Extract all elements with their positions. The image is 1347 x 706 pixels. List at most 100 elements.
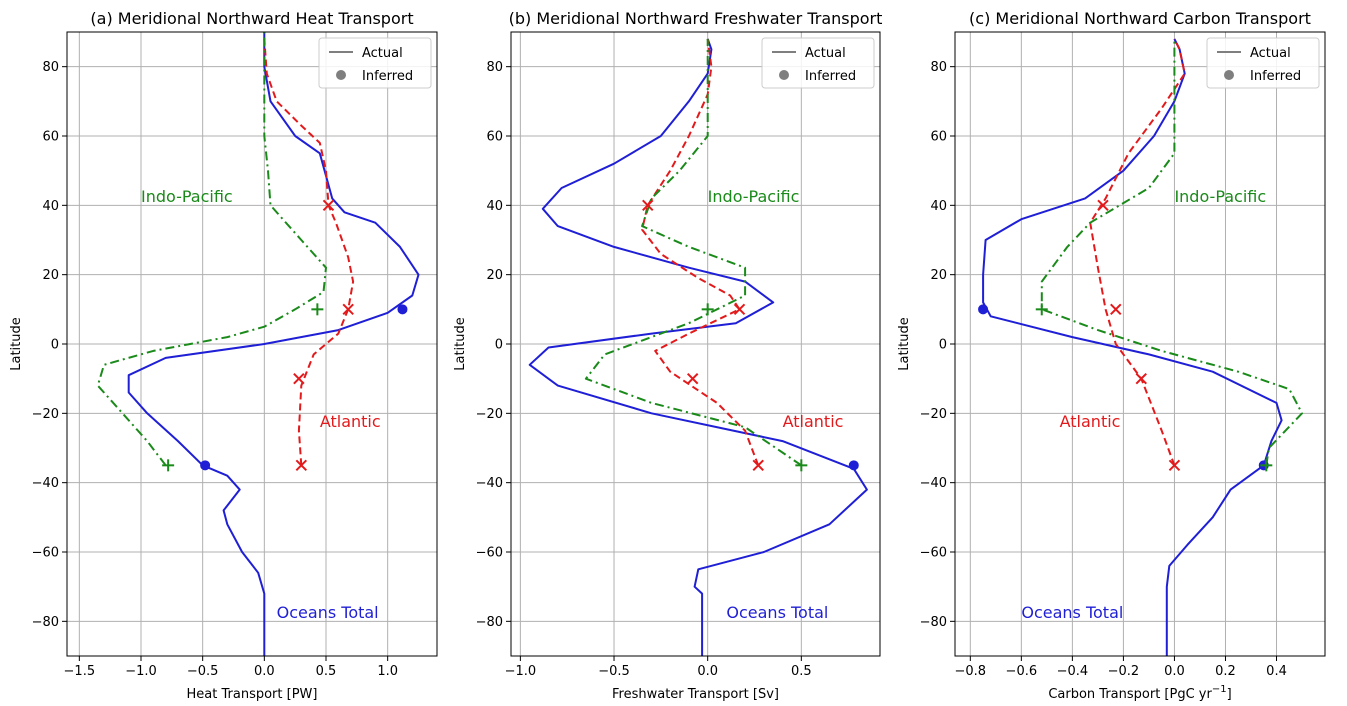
annotation-indo-pacific: Indo-Pacific	[1174, 187, 1266, 206]
legend-box	[1206, 37, 1320, 89]
y-tick-label: −80	[476, 615, 503, 630]
y-tick-label: 60	[42, 130, 59, 145]
series-line-indo-pacific	[1040, 38, 1303, 466]
y-tick-label: 0	[51, 338, 59, 353]
inferred-marker	[795, 459, 808, 472]
panel-1: −1.5 −1.0 −0.5 0.0 0.5 1.0 −80 −60 −40 −20 0 20 40 60…	[9, 9, 438, 702]
inferred-marker	[322, 199, 335, 212]
inferred-marker	[978, 304, 989, 315]
inferred-marker	[642, 199, 654, 212]
panel-title: (b) Meridional Northward Freshwater Tran…	[509, 9, 883, 28]
inferred-marker	[1135, 372, 1147, 385]
x-tick-label: 0.5	[316, 664, 337, 679]
y-tick-label: 80	[486, 60, 503, 75]
legend-inferred-label: Inferred	[362, 69, 413, 84]
grid	[511, 32, 880, 656]
annotation-oceans-total: Oceans Total	[277, 603, 379, 622]
inferred-marker	[1260, 459, 1273, 472]
inferred-marker	[1097, 199, 1109, 212]
grid	[67, 32, 437, 656]
x-tick-label: −0.4	[1057, 664, 1089, 679]
inferred-marker	[295, 459, 308, 472]
series-line-atlantic	[641, 38, 760, 466]
inferred-marker	[293, 372, 305, 385]
panel-3: −0.8 −0.6 −0.4 −0.2 0.0 0.2 0.4 −80 −60 −40 −20 0 20…	[897, 9, 1326, 702]
series-line-oceans-total	[528, 38, 868, 656]
legend-inferred-label: Inferred	[1250, 69, 1301, 84]
inferred-marker	[686, 372, 699, 385]
legend-inferred-swatch	[336, 70, 346, 80]
y-tick-label: 80	[42, 60, 59, 75]
x-axis-label: Heat Transport [PW]	[187, 687, 318, 702]
x-tick-label: 0.0	[254, 664, 275, 679]
legend-box	[761, 37, 875, 89]
legend-inferred-label: Inferred	[805, 69, 856, 84]
annotation-atlantic: Atlantic	[1060, 412, 1121, 431]
plot-frame	[954, 31, 1326, 657]
inferred-marker	[848, 460, 859, 471]
y-axis-label: Latitude	[897, 317, 912, 371]
inferred-marker	[752, 459, 764, 472]
annotation-indo-pacific: Indo-Pacific	[141, 187, 233, 206]
panel-title: (c) Meridional Northward Carbon Transpor…	[969, 9, 1311, 28]
y-tick-label: 0	[939, 338, 947, 353]
panel-title: (a) Meridional Northward Heat Transport	[90, 9, 413, 28]
legend: Actual Inferred	[761, 37, 875, 89]
y-tick-label: −40	[476, 476, 503, 491]
series-line-atlantic	[263, 38, 355, 466]
legend: Actual Inferred	[1206, 37, 1320, 89]
legend-inferred-swatch	[1224, 70, 1234, 80]
y-tick-label: 20	[486, 268, 503, 283]
y-tick-label: −80	[920, 615, 947, 630]
x-tick-label: −0.2	[1108, 664, 1140, 679]
x-tick-label: 0.4	[1266, 664, 1287, 679]
panel-2: −1.0 −0.5 0.0 0.5 −80 −60 −40 −20 0 20 40 60 80 Indo-…	[453, 9, 882, 702]
series-group	[96, 32, 420, 656]
x-tick-label: 1.0	[377, 664, 398, 679]
series-line-oceans-total	[982, 38, 1283, 656]
y-tick-label: −60	[476, 546, 503, 561]
x-tick-label: −1.0	[125, 664, 157, 679]
inferred-marker	[342, 303, 354, 316]
x-tick-label: −0.8	[955, 664, 987, 679]
series-line-indo-pacific	[96, 32, 327, 466]
inferred-marker	[733, 303, 746, 316]
y-tick-label: 40	[930, 199, 947, 214]
plot-frame	[66, 31, 438, 657]
y-tick-label: −20	[476, 407, 503, 422]
x-tick-label: 0.0	[1164, 664, 1185, 679]
plot-frame	[510, 31, 881, 657]
x-axis-label: Carbon Transport [PgC yr−1]	[1048, 684, 1231, 702]
legend-actual-label: Actual	[362, 46, 403, 61]
x-tick-label: 0.5	[791, 664, 812, 679]
y-tick-label: 40	[486, 199, 503, 214]
x-tick-label: −0.5	[187, 664, 219, 679]
series-group	[528, 38, 868, 656]
inferred-marker	[1035, 303, 1048, 316]
y-tick-label: −20	[32, 407, 59, 422]
y-axis-label: Latitude	[453, 317, 468, 371]
x-tick-label: −0.6	[1006, 664, 1038, 679]
y-tick-label: −40	[920, 476, 947, 491]
y-tick-label: −20	[920, 407, 947, 422]
y-tick-label: −40	[32, 476, 59, 491]
y-tick-label: −60	[920, 546, 947, 561]
inferred-marker	[311, 303, 324, 316]
inferred-marker	[1110, 303, 1122, 316]
grid	[955, 32, 1325, 656]
inferred-marker	[200, 460, 211, 471]
legend-actual-label: Actual	[805, 46, 846, 61]
annotation-oceans-total: Oceans Total	[726, 603, 828, 622]
legend: Actual Inferred	[318, 37, 432, 89]
inferred-marker	[701, 303, 714, 316]
y-tick-label: 20	[42, 268, 59, 283]
x-tick-label: −1.0	[505, 664, 537, 679]
y-tick-label: 20	[930, 268, 947, 283]
annotation-atlantic: Atlantic	[783, 412, 844, 431]
y-axis-label: Latitude	[9, 317, 24, 371]
series-line-atlantic	[1089, 38, 1186, 466]
inferred-marker	[162, 459, 175, 472]
legend-actual-label: Actual	[1250, 46, 1291, 61]
y-tick-label: 40	[42, 199, 59, 214]
